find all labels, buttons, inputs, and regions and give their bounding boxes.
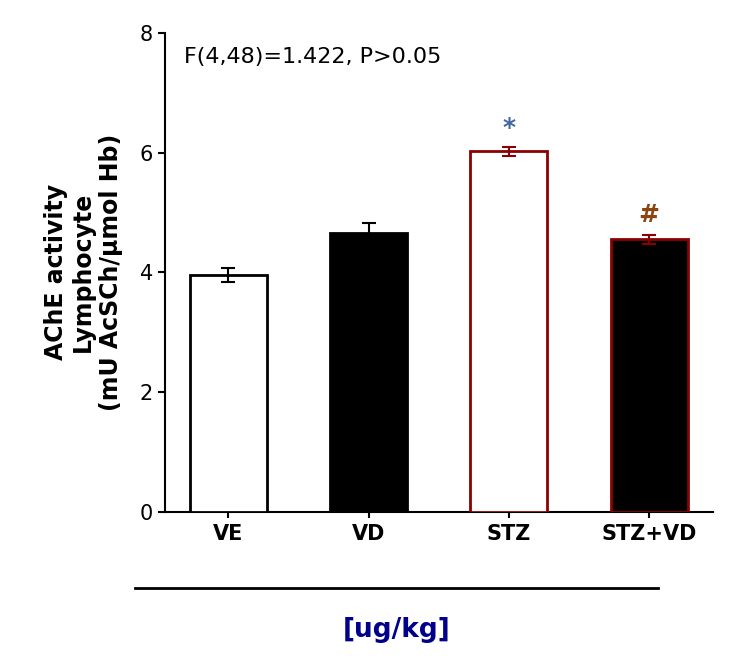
Text: #: #: [638, 203, 659, 228]
Text: F(4,48)=1.422, P>0.05: F(4,48)=1.422, P>0.05: [184, 47, 442, 67]
Bar: [610, 239, 688, 512]
Text: *: *: [503, 116, 515, 140]
Bar: [330, 234, 407, 512]
Bar: [470, 152, 548, 512]
Y-axis label: AChE activity
Lymphocyte
(mU AcSCh/μmol Hb): AChE activity Lymphocyte (mU AcSCh/μmol …: [44, 134, 123, 411]
Bar: [190, 276, 267, 512]
Text: [ug/kg]: [ug/kg]: [343, 617, 450, 643]
